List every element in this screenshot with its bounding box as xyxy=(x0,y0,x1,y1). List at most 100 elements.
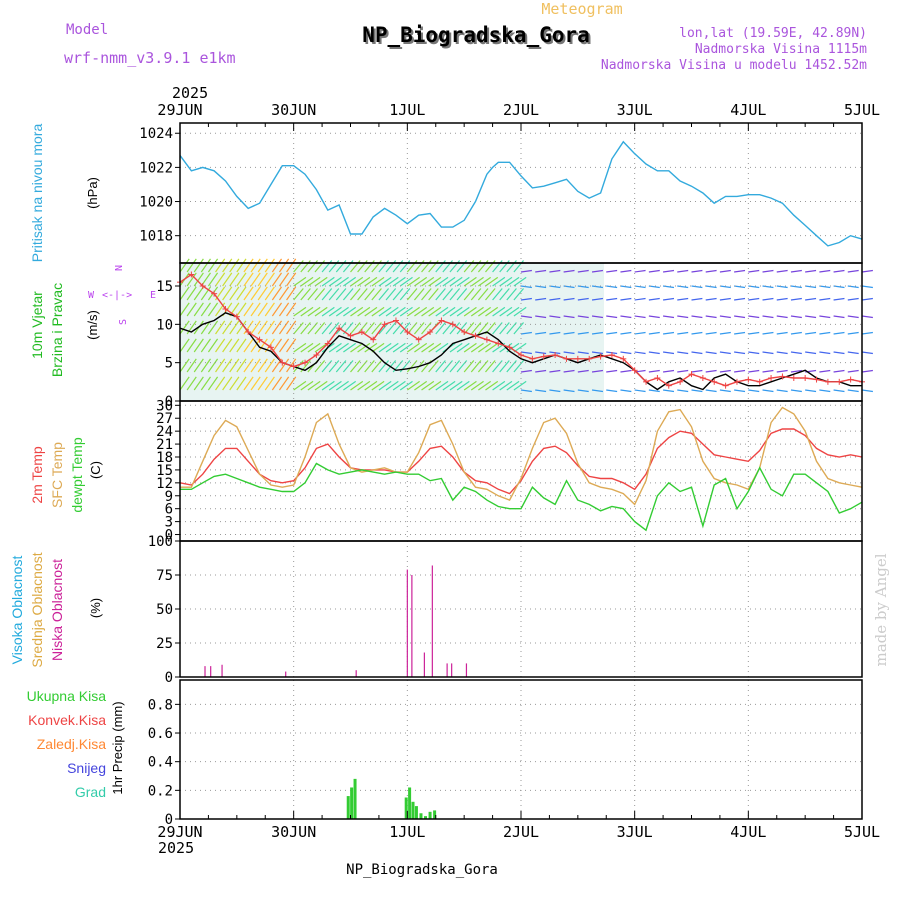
wind-barb xyxy=(186,358,197,373)
day-label-bottom: 30JUN xyxy=(271,823,316,841)
wind-barb xyxy=(606,285,618,289)
day-label-bottom: 5JUL xyxy=(844,823,880,841)
wind-barb xyxy=(591,331,604,335)
wind-barb xyxy=(378,342,392,353)
wind-barb xyxy=(606,315,618,319)
wind-barb xyxy=(705,285,717,289)
wind-barb xyxy=(748,315,760,319)
wind-barb xyxy=(371,360,382,373)
wind-barb xyxy=(790,331,802,335)
day-label-bottom: 3JUL xyxy=(617,823,653,841)
wind-barb xyxy=(499,306,513,317)
wind-barb xyxy=(577,315,589,319)
wind-barb xyxy=(805,285,817,289)
precip-conv-label: Konvek.Kisa xyxy=(28,712,106,728)
wind-barb xyxy=(321,276,335,287)
wind-barb xyxy=(179,302,190,317)
wind-barb xyxy=(677,351,689,355)
wind-barb xyxy=(392,342,406,353)
wind-barb xyxy=(478,380,492,391)
wind-barb xyxy=(833,297,845,301)
day-label-top: 29JUN xyxy=(157,101,202,119)
wind-barb xyxy=(776,269,788,273)
y-tick-label: 1024 xyxy=(139,126,173,142)
precip-bar xyxy=(404,797,408,819)
wind-barb xyxy=(271,320,283,335)
elevation-text: Nadmorska Visina 1115m xyxy=(695,42,867,57)
wind-barb xyxy=(264,286,275,301)
wind-barb xyxy=(236,258,247,273)
wind-barb xyxy=(300,276,314,287)
wind-barb xyxy=(463,276,477,287)
wind-barb xyxy=(300,306,314,317)
wind-barb xyxy=(371,276,385,287)
wind-label-2: Brzina i Pravac xyxy=(49,283,65,377)
year-top: 2025 xyxy=(172,84,208,102)
wind-barb xyxy=(399,306,413,317)
footer-station: NP_Biogradska_Gora xyxy=(346,862,498,878)
y-tick-label: 0 xyxy=(165,394,173,410)
wind-barb xyxy=(648,389,660,393)
wind-barb xyxy=(591,285,604,289)
compass-mid: <-|-> xyxy=(102,290,132,301)
wind-barb xyxy=(222,258,233,273)
wind-barb xyxy=(257,286,268,301)
wind-barb xyxy=(314,306,328,317)
y-tick-label: 0.6 xyxy=(148,726,173,742)
wind-barb xyxy=(719,297,731,301)
wind-barb xyxy=(328,288,340,301)
wind-barb xyxy=(257,376,268,391)
wind-barb xyxy=(648,369,660,373)
wind-barb xyxy=(222,320,233,335)
wind-barb xyxy=(428,360,439,373)
temp-unit: (C) xyxy=(88,461,103,479)
wind-barb xyxy=(343,342,357,353)
temp-dewpt-label: dewpt Temp xyxy=(69,437,85,512)
wind-barb xyxy=(648,297,660,301)
wind-barb xyxy=(271,376,283,391)
y-tick-label: 18 xyxy=(156,450,173,466)
wind-barb xyxy=(357,342,371,353)
wind-barb xyxy=(215,338,226,353)
wind-barb xyxy=(307,342,321,353)
wind-barb xyxy=(371,322,382,335)
wind-barb xyxy=(421,306,435,317)
wind-barb xyxy=(222,376,233,391)
precip-bar xyxy=(350,787,354,819)
wind-barb xyxy=(236,272,247,287)
wind-barb xyxy=(250,272,261,287)
wind-barb xyxy=(861,285,873,289)
wind-barb xyxy=(805,331,817,335)
y-tick-label: 50 xyxy=(156,602,173,618)
wind-barb xyxy=(186,272,197,287)
wind-barb xyxy=(762,331,774,335)
wind-barb xyxy=(378,360,390,373)
wind-barb xyxy=(271,286,283,301)
y-tick-label: 75 xyxy=(156,568,173,584)
wind-barb xyxy=(648,315,660,319)
wind-barb xyxy=(421,322,432,335)
wind-barb xyxy=(485,276,499,287)
wind-barb xyxy=(200,338,211,353)
wind-barb xyxy=(748,351,760,355)
wind-barb xyxy=(435,306,449,317)
wind-barb xyxy=(734,297,746,301)
wind-barb xyxy=(463,380,477,391)
wind-barb xyxy=(449,306,463,317)
wind-barb xyxy=(819,351,831,355)
meteogram-label: Meteogram xyxy=(541,0,622,18)
wind-barb xyxy=(762,369,774,373)
wind-barb xyxy=(776,331,788,335)
wind-barb xyxy=(243,258,254,273)
wind-barb xyxy=(691,315,703,319)
wind-barb xyxy=(328,380,342,391)
wind-barb xyxy=(456,288,468,301)
wind-barb xyxy=(257,258,268,273)
wind-barb xyxy=(719,351,731,355)
wind-barb xyxy=(470,380,484,391)
wind-barb xyxy=(563,369,575,373)
wind-barb xyxy=(350,360,361,373)
wind-barb xyxy=(577,285,589,289)
precip-bar xyxy=(419,813,423,819)
wind-barb xyxy=(307,276,321,287)
